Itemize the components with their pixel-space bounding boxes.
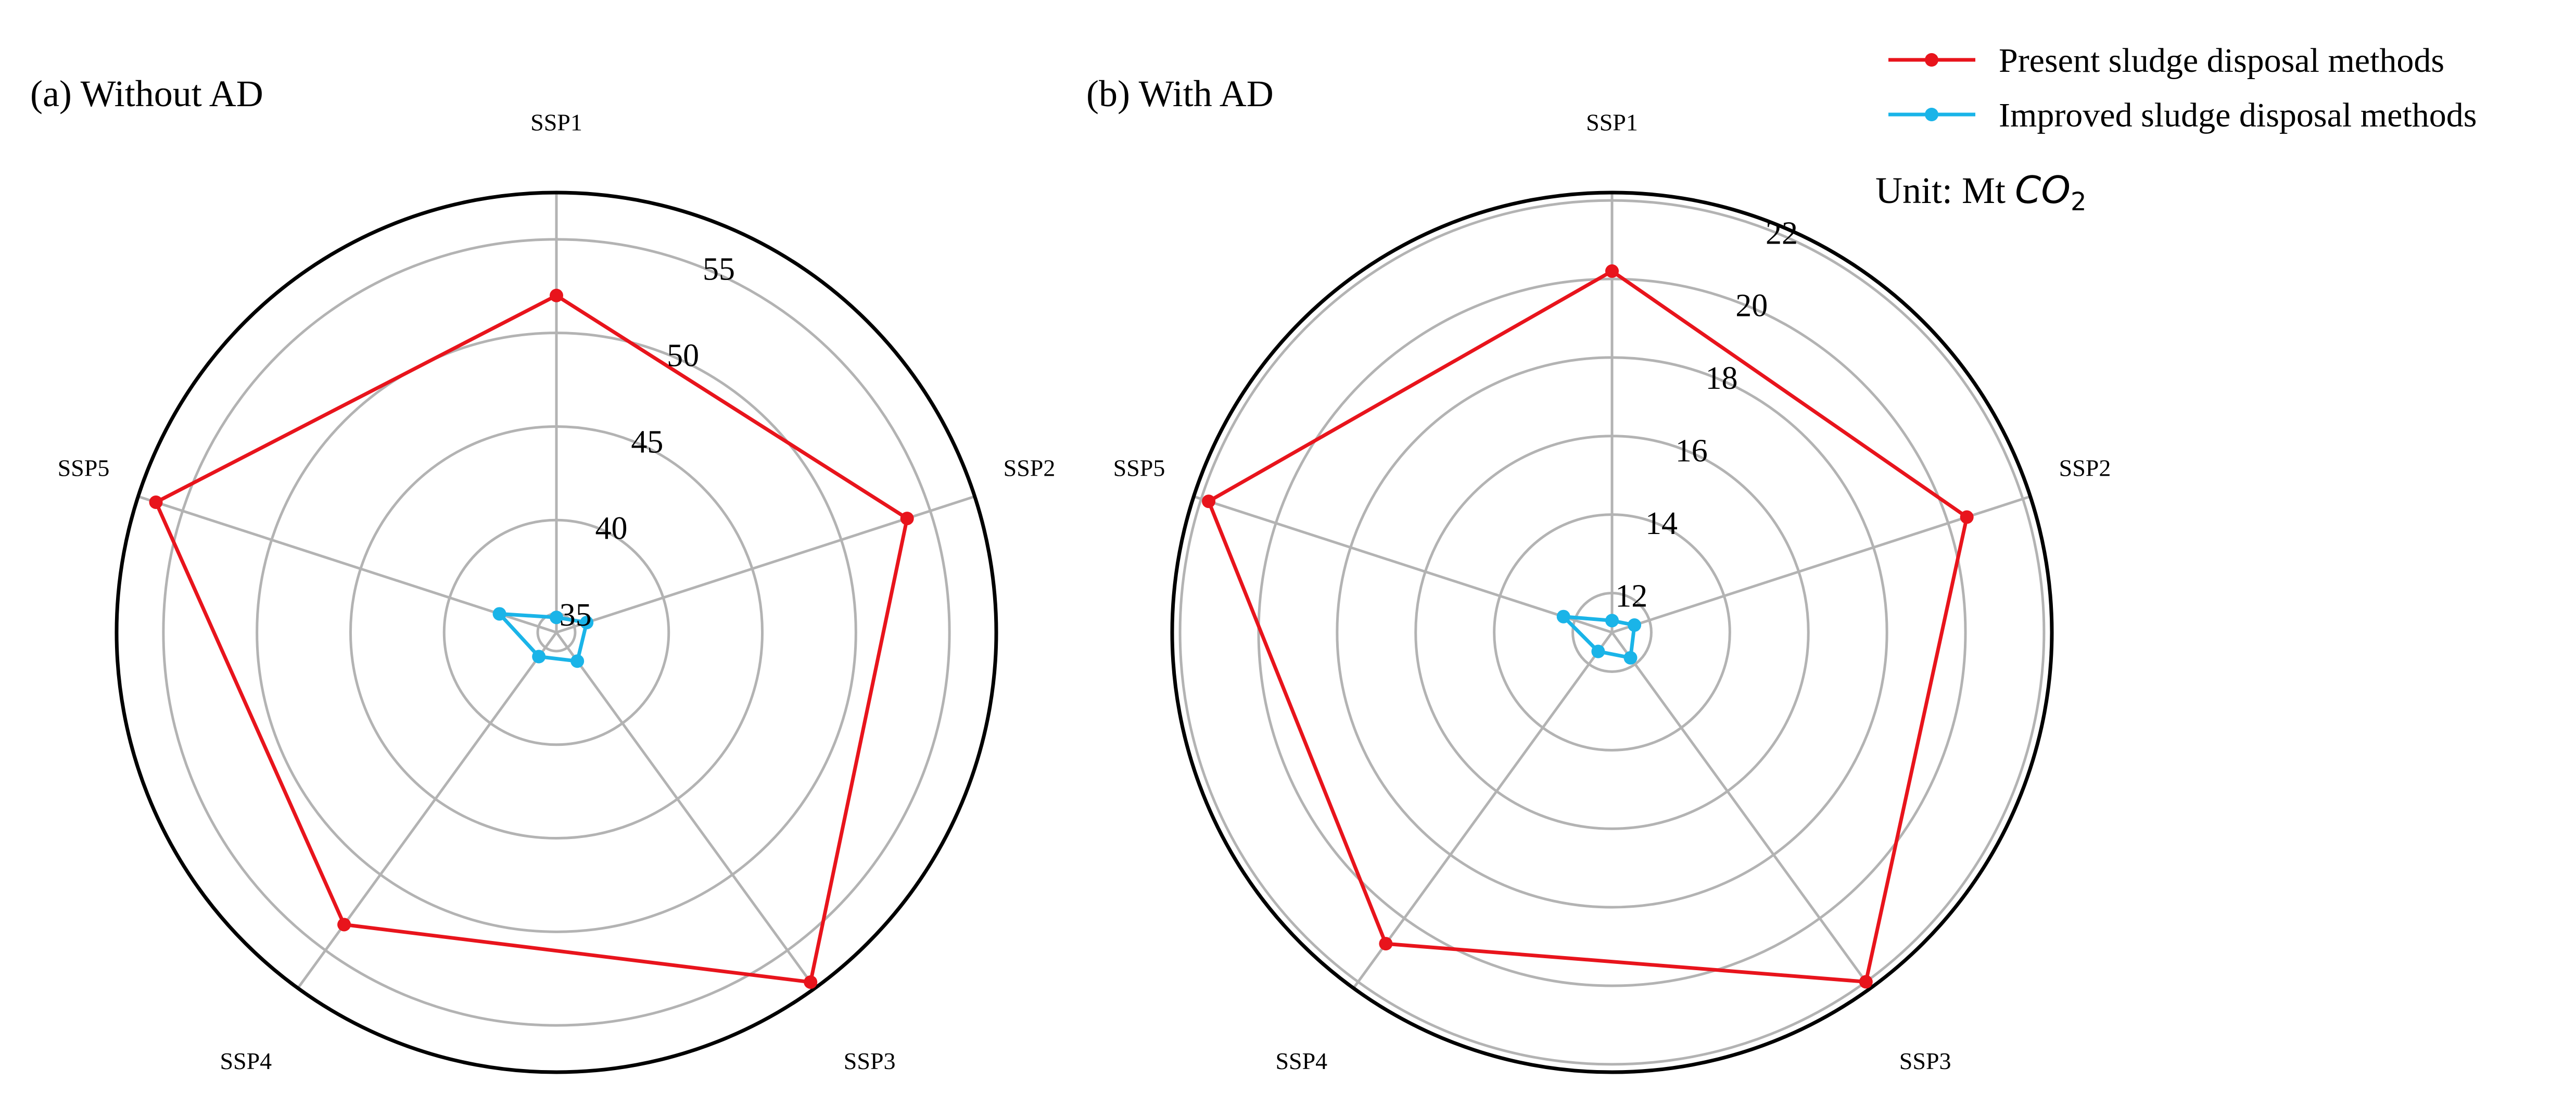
data-point-ssp2 (1960, 510, 1974, 524)
radial-tick-label: 12 (1615, 578, 1647, 614)
radial-tick-labels: 35 40 45 50 55 (560, 251, 735, 632)
data-point-ssp4 (337, 918, 351, 932)
unit-prefix: Unit: Mt (1875, 170, 2015, 211)
legend: Present sludge disposal methods Improved… (1888, 42, 2477, 134)
axis-label-ssp3: SSP3 (1899, 1048, 1951, 1074)
grid-spoke (137, 495, 557, 634)
legend-marker-improved (1925, 108, 1938, 121)
data-point-ssp4 (1591, 644, 1605, 658)
data-point-ssp3 (570, 654, 585, 668)
unit-subscript: 2 (2071, 187, 2087, 217)
outer-frame (115, 190, 998, 1074)
data-point-ssp5 (1202, 494, 1216, 508)
radar-grid (1170, 190, 2054, 1074)
legend-entry-improved: Improved sludge disposal methods (1888, 96, 2477, 134)
data-point-ssp1 (1605, 264, 1619, 278)
data-point-ssp2 (1628, 618, 1642, 632)
radial-tick-label: 45 (631, 425, 663, 460)
axis-labels: SSP1 SSP2 SSP3 SSP4 SSP5 (58, 109, 1056, 1075)
radial-tick-label: 55 (703, 251, 735, 287)
legend-label-present: Present sludge disposal methods (1999, 42, 2444, 80)
unit-chem: CO (2015, 168, 2071, 212)
radial-tick-label: 40 (595, 511, 628, 546)
data-point-ssp1 (1605, 614, 1619, 628)
data-point-ssp3 (1859, 975, 1873, 989)
data-point-ssp3 (804, 975, 818, 989)
axis-label-ssp4: SSP4 (1275, 1048, 1327, 1074)
data-point-ssp4 (1379, 937, 1393, 951)
panel-title: (b) With AD (1086, 73, 1274, 115)
axis-label-ssp3: SSP3 (844, 1048, 896, 1074)
axis-label-ssp1: SSP1 (530, 109, 582, 136)
data-point-ssp1 (550, 611, 563, 625)
radial-tick-label: 35 (560, 598, 592, 633)
radial-tick-label: 22 (1766, 215, 1798, 251)
grid-spoke (1352, 631, 1614, 989)
data-point-ssp5 (492, 607, 506, 621)
radial-tick-labels: 12 14 16 18 20 22 (1615, 215, 1798, 614)
data-point-ssp2 (900, 512, 914, 526)
grid-spoke (1610, 631, 1872, 989)
outer-frame (1170, 190, 2054, 1074)
data-point-ssp3 (1623, 651, 1638, 665)
axis-label-ssp2: SSP2 (1004, 454, 1056, 481)
grid-spoke (1193, 495, 1613, 634)
axis-label-ssp1: SSP1 (1586, 109, 1638, 136)
data-point-ssp5 (1556, 609, 1570, 624)
axis-label-ssp2: SSP2 (2059, 454, 2111, 481)
radar-series (1202, 264, 1974, 989)
radar-grid (115, 190, 998, 1074)
panel-title: (a) Without AD (30, 73, 263, 115)
axis-label-ssp5: SSP5 (1113, 454, 1165, 481)
series-line-present (154, 294, 909, 984)
grid-spoke (555, 631, 816, 989)
unit-label: Unit: Mt CO2 (1875, 168, 2087, 217)
axis-label-ssp5: SSP5 (58, 454, 110, 481)
data-point-ssp2 (580, 616, 594, 630)
data-point-ssp1 (550, 288, 563, 302)
radial-tick-label: 14 (1645, 506, 1678, 541)
legend-entry-present: Present sludge disposal methods (1888, 42, 2444, 80)
radial-tick-label: 50 (667, 338, 699, 373)
series-line-present (1207, 269, 1969, 984)
axis-label-ssp4: SSP4 (220, 1048, 272, 1074)
radar-series (149, 288, 914, 989)
data-point-ssp5 (149, 495, 163, 509)
legend-marker-present (1925, 53, 1938, 67)
legend-label-improved: Improved sludge disposal methods (1999, 96, 2477, 134)
radial-tick-label: 20 (1735, 288, 1768, 324)
radial-tick-label: 16 (1676, 433, 1708, 468)
radial-tick-label: 18 (1706, 361, 1738, 396)
data-point-ssp4 (532, 650, 546, 664)
axis-labels: SSP1 SSP2 SSP3 SSP4 SSP5 (1113, 109, 2111, 1075)
